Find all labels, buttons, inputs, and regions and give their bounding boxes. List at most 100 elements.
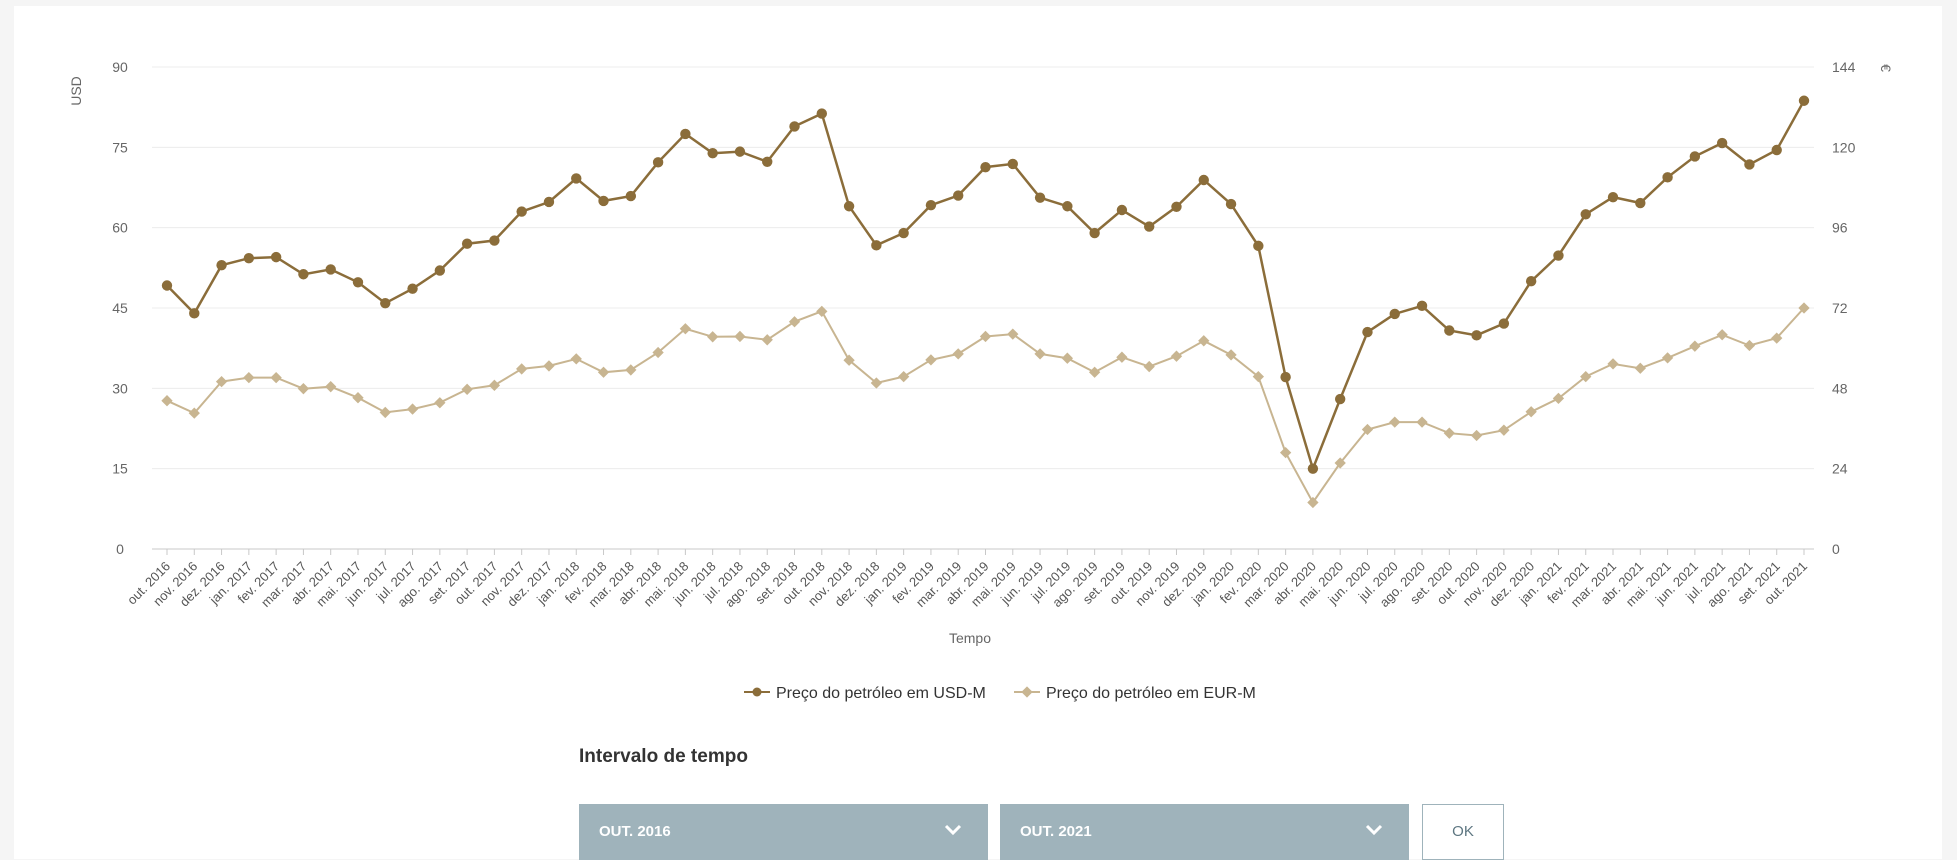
- data-point: [1361, 423, 1374, 436]
- data-point: [297, 383, 310, 395]
- data-point: [1061, 352, 1074, 364]
- data-point: [762, 156, 773, 167]
- data-point: [161, 280, 173, 291]
- data-point: [516, 206, 527, 217]
- data-point: [1771, 332, 1783, 344]
- data-point: [406, 403, 419, 415]
- data-point: [843, 201, 855, 212]
- data-point: [1170, 350, 1183, 362]
- data-point: [1689, 151, 1701, 162]
- data-point: [1144, 221, 1155, 232]
- data-point: [188, 407, 200, 419]
- y-right-tick-label: 24: [1832, 461, 1848, 477]
- legend-marker: [752, 687, 762, 697]
- y-axis-left-title: USD: [68, 76, 84, 106]
- legend-label: Preço do petróleo em EUR-M: [1046, 685, 1256, 702]
- data-point: [216, 259, 227, 271]
- data-point: [1580, 370, 1592, 383]
- ok-button[interactable]: OK: [1422, 804, 1504, 860]
- line-chart: 0 15 30 45 60 75 90 0 24 48 72 96 120 144 USD € out.…: [68, 59, 1894, 702]
- data-point: [434, 265, 446, 276]
- data-point: [1225, 198, 1237, 210]
- data-point: [1362, 326, 1373, 338]
- y-right-tick-label: 48: [1832, 380, 1848, 396]
- data-point: [298, 269, 309, 280]
- y-axis-right-title: €: [1878, 64, 1894, 72]
- data-point: [543, 360, 555, 372]
- data-point: [1689, 340, 1701, 352]
- data-point: [1253, 240, 1264, 252]
- data-point: [1744, 159, 1755, 170]
- data-point: [434, 397, 446, 409]
- data-point: [461, 238, 473, 249]
- y-right-tick-label: 72: [1832, 300, 1848, 316]
- data-point: [243, 252, 255, 264]
- data-point: [1280, 371, 1291, 383]
- end-date-value: OUT. 2021: [1020, 823, 1092, 840]
- data-point: [1089, 227, 1100, 239]
- data-point: [1798, 95, 1810, 106]
- legend-label: Preço do petróleo em USD-M: [776, 685, 986, 702]
- start-date-value: OUT. 2016: [599, 823, 671, 840]
- data-point: [270, 371, 282, 384]
- data-point: [1143, 360, 1155, 373]
- time-range-title: Intervalo de tempo: [579, 746, 748, 767]
- y-right-tick-label: 0: [1832, 541, 1840, 557]
- y-axis-right: 0 24 48 72 96 120 144: [1832, 59, 1856, 557]
- data-point: [1634, 362, 1646, 374]
- data-point: [379, 406, 391, 419]
- data-point: [843, 354, 855, 366]
- data-point: [1444, 325, 1455, 336]
- data-point: [1034, 192, 1046, 203]
- data-point: [1525, 406, 1537, 418]
- data-point: [1635, 197, 1646, 209]
- data-point: [1279, 446, 1292, 459]
- data-point: [625, 190, 637, 202]
- data-point: [1580, 209, 1591, 220]
- data-point: [1498, 318, 1510, 329]
- data-point: [325, 264, 336, 275]
- data-point: [1334, 393, 1346, 405]
- data-point: [897, 370, 910, 383]
- data-point: [1716, 137, 1728, 149]
- data-point: [1607, 191, 1619, 203]
- data-point: [1307, 496, 1319, 509]
- data-point: [1334, 457, 1346, 469]
- data-point: [1116, 204, 1128, 216]
- data-point: [1470, 429, 1483, 442]
- data-point: [1716, 329, 1728, 341]
- data-point: [597, 366, 610, 378]
- chevron-down-icon: [1365, 824, 1383, 836]
- y-left-tick-label: 75: [112, 139, 128, 155]
- data-point: [1743, 339, 1756, 352]
- data-point: [816, 305, 828, 318]
- end-date-select[interactable]: OUT. 2021: [1000, 804, 1409, 860]
- start-date-select[interactable]: OUT. 2016: [579, 804, 988, 860]
- data-point: [789, 121, 800, 132]
- data-point: [189, 308, 200, 319]
- data-point: [1252, 370, 1264, 383]
- data-point: [1552, 392, 1565, 405]
- data-point: [1471, 330, 1482, 341]
- data-point: [1553, 250, 1564, 261]
- data-point: [925, 354, 937, 366]
- data-point: [489, 235, 500, 246]
- data-point: [1498, 424, 1510, 436]
- legend-marker: [1021, 686, 1033, 698]
- series-layer: [161, 95, 1810, 509]
- data-point: [980, 161, 991, 173]
- data-point: [461, 383, 473, 395]
- data-point: [1443, 427, 1455, 439]
- y-axis-left: 0 15 30 45 60 75 90: [112, 59, 128, 557]
- chart-panel: 0 15 30 45 60 75 90 0 24 48 72 96 120 144 USD € out.…: [14, 6, 1942, 860]
- data-point: [898, 227, 909, 239]
- data-point: [570, 353, 582, 365]
- data-point: [1662, 172, 1673, 183]
- data-point: [215, 375, 228, 388]
- data-point: [788, 316, 801, 328]
- series-eur: [161, 302, 1810, 509]
- legend[interactable]: Preço do petróleo em USD-M Preço do petró…: [744, 685, 1256, 702]
- data-point: [979, 330, 992, 343]
- data-point: [953, 190, 964, 201]
- data-point: [1389, 308, 1400, 320]
